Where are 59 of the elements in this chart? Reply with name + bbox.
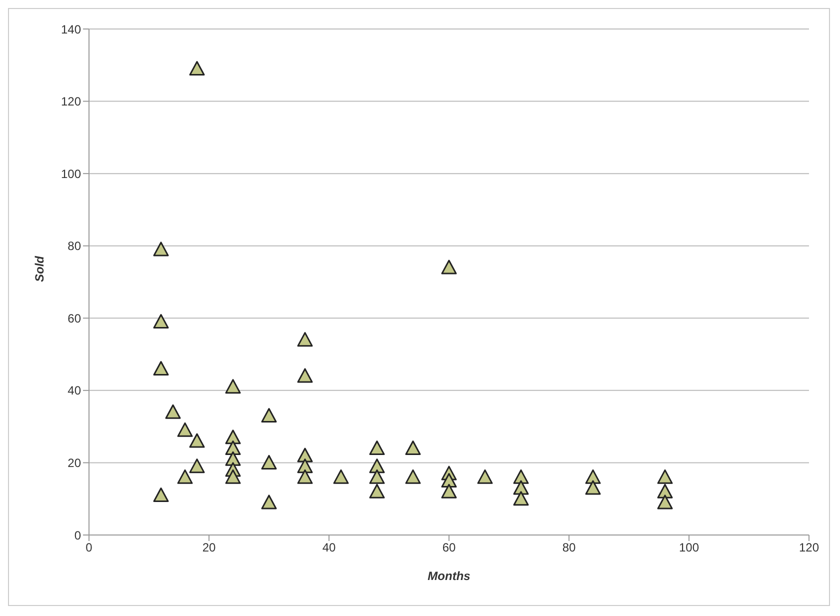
y-tick-label: 60	[68, 311, 82, 326]
y-tick-label: 0	[74, 528, 82, 542]
point	[153, 242, 169, 256]
point	[225, 440, 241, 456]
point	[189, 458, 205, 474]
point	[585, 469, 601, 484]
point	[585, 480, 601, 495]
y-tick-label: 80	[68, 239, 82, 254]
point	[165, 404, 181, 419]
point	[261, 494, 277, 510]
point	[657, 494, 673, 510]
point	[513, 480, 529, 495]
point	[177, 422, 193, 437]
point	[177, 469, 193, 484]
point	[297, 458, 313, 474]
point	[441, 260, 457, 274]
point	[333, 469, 349, 484]
point	[405, 469, 421, 484]
x-tick-label: 0	[86, 540, 93, 555]
point	[225, 451, 241, 466]
point	[261, 408, 277, 422]
y-axis-title: Sold	[32, 255, 46, 282]
x-tick-label: 20	[202, 540, 216, 555]
x-tick-label: 80	[562, 540, 576, 555]
point	[297, 469, 313, 484]
point	[153, 360, 169, 376]
point	[513, 491, 529, 506]
point	[225, 430, 241, 444]
point	[153, 487, 169, 502]
y-tick-label: 40	[68, 384, 82, 398]
point	[369, 458, 385, 474]
x-tick-label: 100	[678, 540, 700, 555]
point	[189, 433, 205, 448]
y-tick-label: 140	[60, 22, 82, 36]
y-tick-label: 20	[68, 456, 82, 470]
point	[477, 469, 493, 484]
point	[153, 314, 169, 329]
point	[225, 469, 241, 484]
point	[189, 61, 205, 76]
point	[441, 484, 457, 498]
point	[225, 379, 241, 394]
x-axis-title: Months	[428, 569, 471, 583]
point	[657, 484, 673, 498]
y-tick-label: 100	[60, 166, 82, 181]
point	[297, 368, 313, 383]
point	[297, 448, 313, 462]
point	[513, 469, 529, 484]
x-tick-label: 40	[322, 540, 336, 555]
point	[261, 454, 277, 470]
point	[405, 440, 421, 456]
point	[441, 473, 457, 488]
y-tick-label: 120	[60, 94, 82, 109]
point	[297, 332, 313, 347]
point	[657, 469, 673, 484]
point	[369, 484, 385, 498]
point	[369, 469, 385, 484]
x-tick-label: 120	[798, 540, 820, 555]
x-tick-label: 60	[442, 540, 456, 555]
point	[369, 440, 385, 456]
